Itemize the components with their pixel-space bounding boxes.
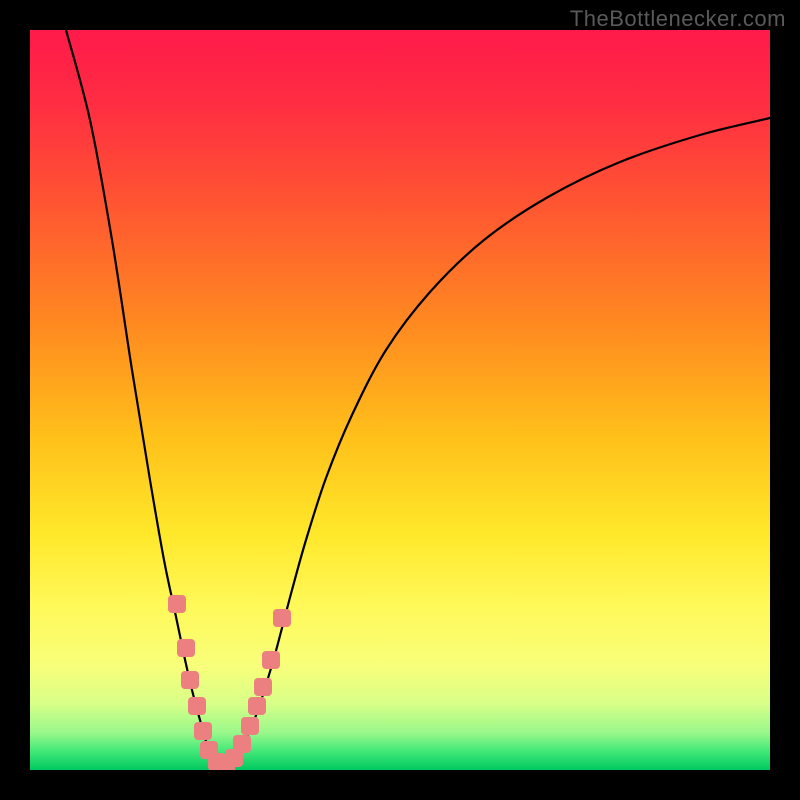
watermark-text: TheBottlenecker.com (570, 6, 786, 32)
data-marker (168, 595, 186, 613)
data-marker (241, 717, 259, 735)
chart-root (0, 0, 800, 800)
data-marker (194, 722, 212, 740)
data-marker (248, 697, 266, 715)
data-marker (262, 651, 280, 669)
data-marker (233, 735, 251, 753)
data-marker (273, 609, 291, 627)
data-marker (177, 639, 195, 657)
data-marker (188, 697, 206, 715)
plot-background (30, 30, 770, 770)
data-marker (254, 678, 272, 696)
bottleneck-chart (0, 0, 800, 800)
data-marker (181, 671, 199, 689)
